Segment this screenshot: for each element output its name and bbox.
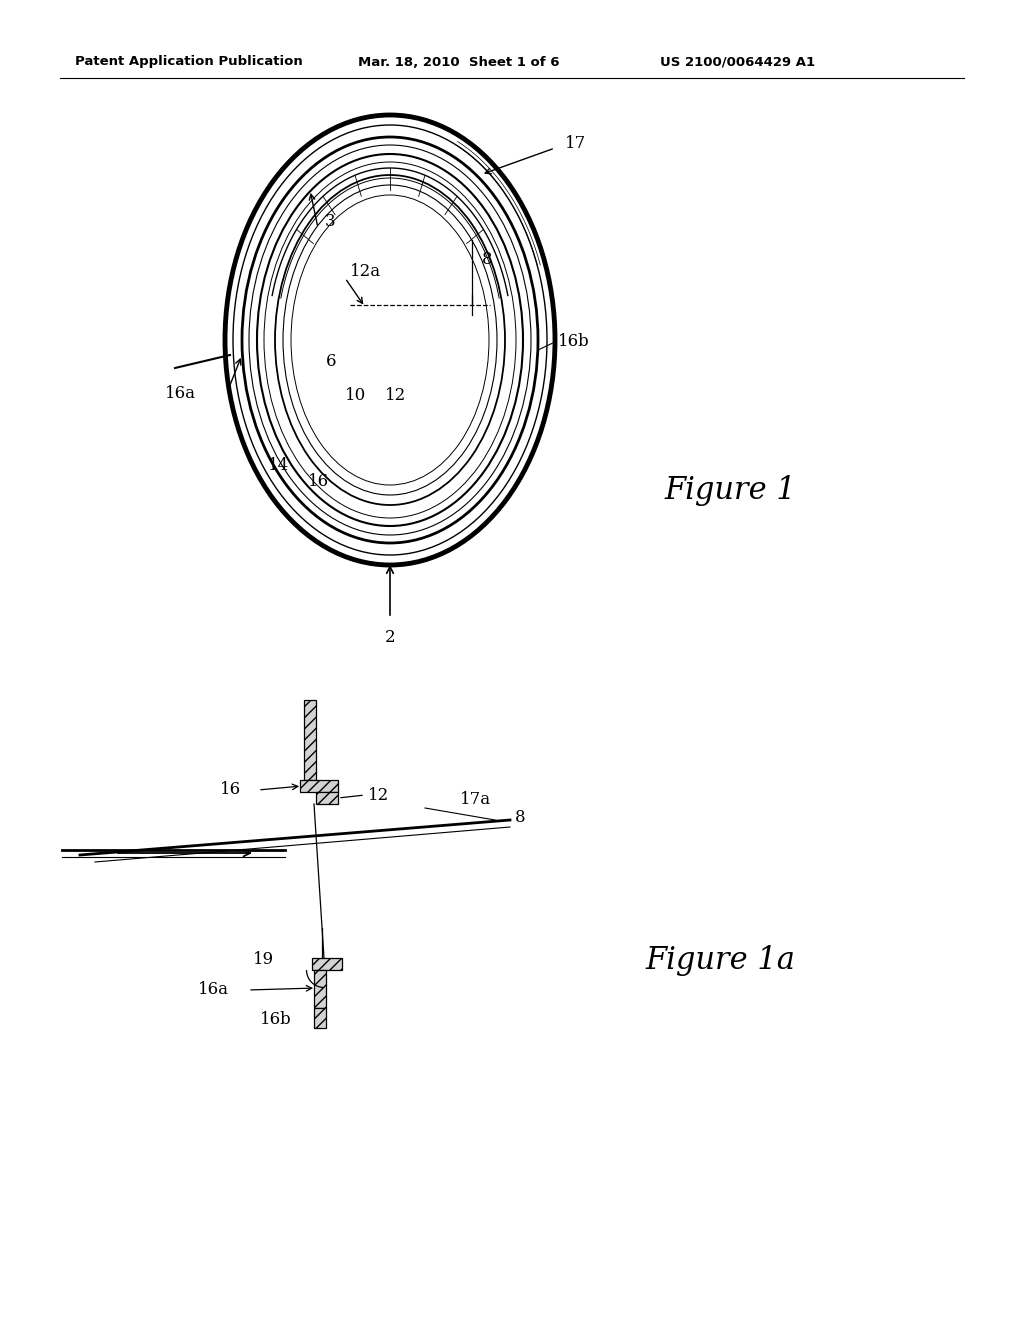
- Text: 8: 8: [482, 252, 493, 268]
- Text: 19: 19: [253, 952, 274, 969]
- Polygon shape: [316, 792, 338, 804]
- Text: Figure 1a: Figure 1a: [645, 945, 795, 975]
- Text: 12: 12: [385, 387, 407, 404]
- Text: 3: 3: [325, 214, 336, 231]
- Text: 12: 12: [368, 787, 389, 804]
- Polygon shape: [314, 970, 326, 1008]
- Text: 12a: 12a: [350, 264, 381, 281]
- Polygon shape: [300, 780, 338, 792]
- Text: 10: 10: [345, 387, 367, 404]
- Text: 17a: 17a: [460, 792, 492, 808]
- Text: Figure 1: Figure 1: [665, 474, 796, 506]
- Text: 16a: 16a: [165, 384, 196, 401]
- Text: 2: 2: [385, 630, 395, 647]
- Text: 16: 16: [308, 474, 329, 491]
- Polygon shape: [304, 700, 316, 780]
- Text: Patent Application Publication: Patent Application Publication: [75, 55, 303, 69]
- Text: Mar. 18, 2010  Sheet 1 of 6: Mar. 18, 2010 Sheet 1 of 6: [358, 55, 559, 69]
- Text: 14: 14: [268, 457, 289, 474]
- Text: 8: 8: [515, 809, 525, 826]
- Text: 16a: 16a: [198, 982, 229, 998]
- Polygon shape: [312, 958, 342, 970]
- Polygon shape: [314, 1008, 326, 1028]
- Text: 16b: 16b: [260, 1011, 292, 1028]
- Text: 17: 17: [565, 135, 587, 152]
- Text: 16: 16: [220, 781, 241, 799]
- Text: 6: 6: [326, 354, 337, 371]
- Text: US 2100/0064429 A1: US 2100/0064429 A1: [660, 55, 815, 69]
- Text: 16b: 16b: [558, 334, 590, 351]
